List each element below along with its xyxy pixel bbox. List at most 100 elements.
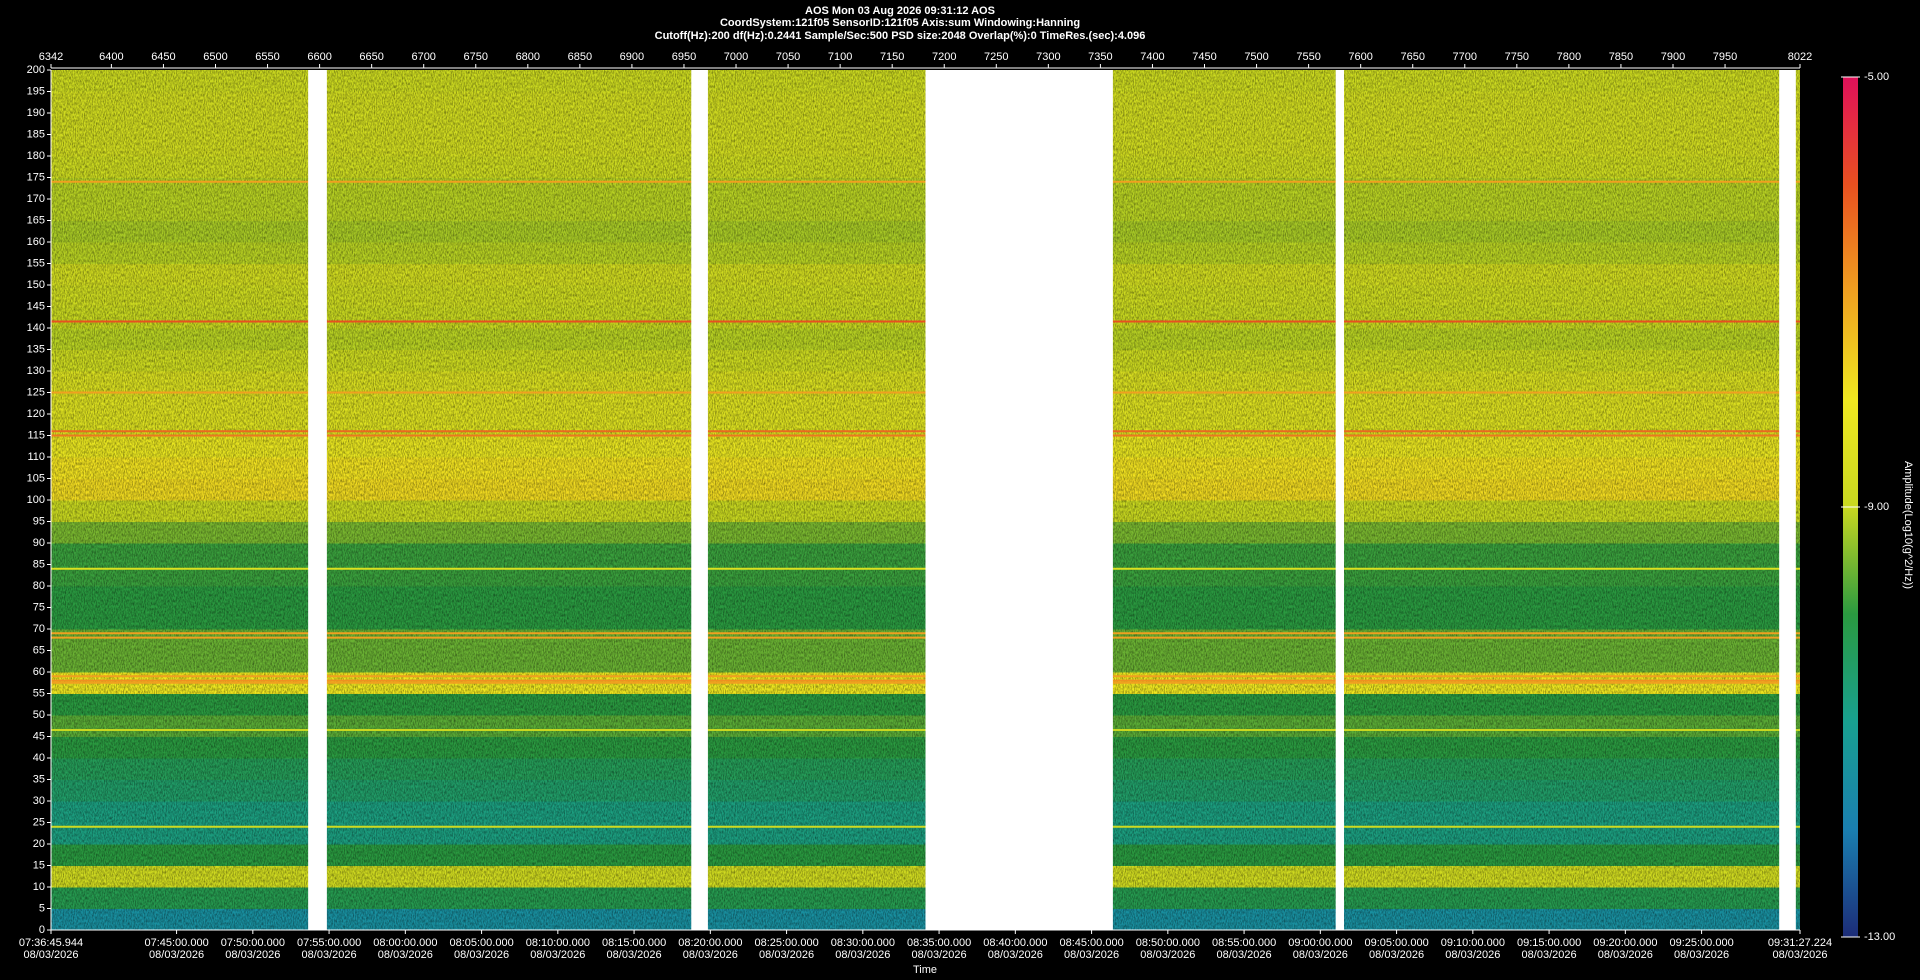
time-tick-label: 08:25:00.000	[754, 937, 818, 949]
x-tick-label: 7300	[1036, 51, 1060, 63]
x-tick-label: 7100	[828, 51, 852, 63]
y-tick-label: 95	[33, 515, 45, 527]
time-tick-label: 08:20:00.000	[678, 937, 742, 949]
time-tick-label: 09:15:00.000	[1517, 937, 1581, 949]
time-tick-label: 08:05:00.000	[449, 937, 513, 949]
time-tick-date: 08/03/2026	[835, 949, 890, 961]
y-tick-label: 60	[33, 666, 45, 678]
time-tick-date: 08/03/2026	[988, 949, 1043, 961]
x-tick-label: 7600	[1348, 51, 1372, 63]
time-tick-label: 07:36:45.944	[19, 937, 83, 949]
time-tick-label: 09:00:00.000	[1288, 937, 1352, 949]
x-tick-label: 7900	[1661, 51, 1685, 63]
chart-subtitle: Cutoff(Hz):200 df(Hz):0.2441 Sample/Sec:…	[655, 30, 1146, 42]
time-tick-label: 08:30:00.000	[831, 937, 895, 949]
y-tick-label: 155	[27, 257, 45, 269]
colorbar-tick-label: -13.00	[1864, 931, 1895, 943]
x-tick-label: 7650	[1400, 51, 1424, 63]
chart-title: AOS Mon 03 Aug 2026 09:31:12 AOS	[805, 5, 995, 17]
y-tick-label: 0	[39, 924, 45, 936]
x-tick-label: 7050	[776, 51, 800, 63]
time-tick-date: 08/03/2026	[378, 949, 433, 961]
y-tick-label: 200	[27, 64, 45, 76]
y-tick-label: 115	[27, 429, 45, 441]
x-tick-label: 7400	[1140, 51, 1164, 63]
time-tick-label: 09:31:27.224	[1768, 937, 1832, 949]
x-tick-label: 6750	[464, 51, 488, 63]
y-tick-label: 150	[27, 279, 45, 291]
time-tick-date: 08/03/2026	[1217, 949, 1272, 961]
time-tick-date: 08/03/2026	[1064, 949, 1119, 961]
time-tick-label: 08:15:00.000	[602, 937, 666, 949]
time-tick-label: 07:55:00.000	[297, 937, 361, 949]
time-tick-date: 08/03/2026	[1140, 949, 1195, 961]
x-tick-label: 7250	[984, 51, 1008, 63]
data-gap	[925, 70, 1113, 930]
y-tick-label: 185	[27, 128, 45, 140]
time-tick-date: 08/03/2026	[302, 949, 357, 961]
x-tick-label: 7500	[1244, 51, 1268, 63]
time-tick-label: 07:45:00.000	[144, 937, 208, 949]
x-tick-label: 6800	[516, 51, 540, 63]
time-tick-label: 08:55:00.000	[1212, 937, 1276, 949]
y-tick-label: 195	[27, 85, 45, 97]
y-tick-label: 25	[33, 816, 45, 828]
x-tick-label: 6650	[359, 51, 383, 63]
x-tick-label: 6342	[39, 51, 63, 63]
y-tick-label: 30	[33, 795, 45, 807]
x-tick-label: 7000	[724, 51, 748, 63]
y-tick-label: 145	[27, 300, 45, 312]
time-tick-date: 08/03/2026	[1522, 949, 1577, 961]
time-tick-date: 08/03/2026	[454, 949, 509, 961]
x-tick-label: 6700	[411, 51, 435, 63]
data-gap	[308, 70, 327, 930]
x-tick-label: 6500	[203, 51, 227, 63]
y-tick-label: 10	[33, 881, 45, 893]
time-tick-date: 08/03/2026	[1445, 949, 1500, 961]
y-tick-label: 65	[33, 644, 45, 656]
y-tick-label: 165	[27, 214, 45, 226]
data-gap	[1779, 70, 1796, 930]
x-tick-label: 6600	[307, 51, 331, 63]
time-tick-date: 08/03/2026	[149, 949, 204, 961]
y-tick-label: 75	[33, 601, 45, 613]
colorbar-tick-label: -9.00	[1864, 501, 1889, 513]
x-tick-label: 7550	[1296, 51, 1320, 63]
y-tick-label: 50	[33, 709, 45, 721]
time-tick-date: 08/03/2026	[225, 949, 280, 961]
x-tick-label: 6850	[568, 51, 592, 63]
data-gap	[691, 70, 708, 930]
x-tick-label: 7750	[1505, 51, 1529, 63]
y-tick-label: 135	[27, 343, 45, 355]
time-tick-label: 08:35:00.000	[907, 937, 971, 949]
x-tick-label: 7450	[1192, 51, 1216, 63]
y-tick-label: 40	[33, 752, 45, 764]
x-tick-label: 8022	[1788, 51, 1812, 63]
x-tick-label: 7350	[1088, 51, 1112, 63]
time-tick-label: 08:10:00.000	[526, 937, 590, 949]
y-tick-label: 175	[27, 171, 45, 183]
data-gap	[1335, 70, 1345, 930]
time-tick-label: 07:50:00.000	[221, 937, 285, 949]
time-tick-label: 08:45:00.000	[1059, 937, 1123, 949]
colorbar-label: Amplitude(Log10(g^2/Hz))	[1902, 461, 1914, 589]
x-tick-label: 6900	[620, 51, 644, 63]
time-tick-date: 08/03/2026	[683, 949, 738, 961]
y-tick-label: 55	[33, 687, 45, 699]
time-tick-date: 08/03/2026	[759, 949, 814, 961]
x-tick-label: 7200	[932, 51, 956, 63]
y-tick-label: 15	[33, 859, 45, 871]
y-tick-label: 120	[27, 408, 45, 420]
time-tick-label: 08:40:00.000	[983, 937, 1047, 949]
y-tick-label: 160	[27, 236, 45, 248]
y-tick-label: 90	[33, 537, 45, 549]
x-tick-label: 7150	[880, 51, 904, 63]
time-tick-date: 08/03/2026	[1772, 949, 1827, 961]
time-tick-date: 08/03/2026	[912, 949, 967, 961]
time-tick-date: 08/03/2026	[607, 949, 662, 961]
y-tick-label: 170	[27, 193, 45, 205]
y-tick-label: 130	[27, 365, 45, 377]
time-tick-label: 09:20:00.000	[1593, 937, 1657, 949]
